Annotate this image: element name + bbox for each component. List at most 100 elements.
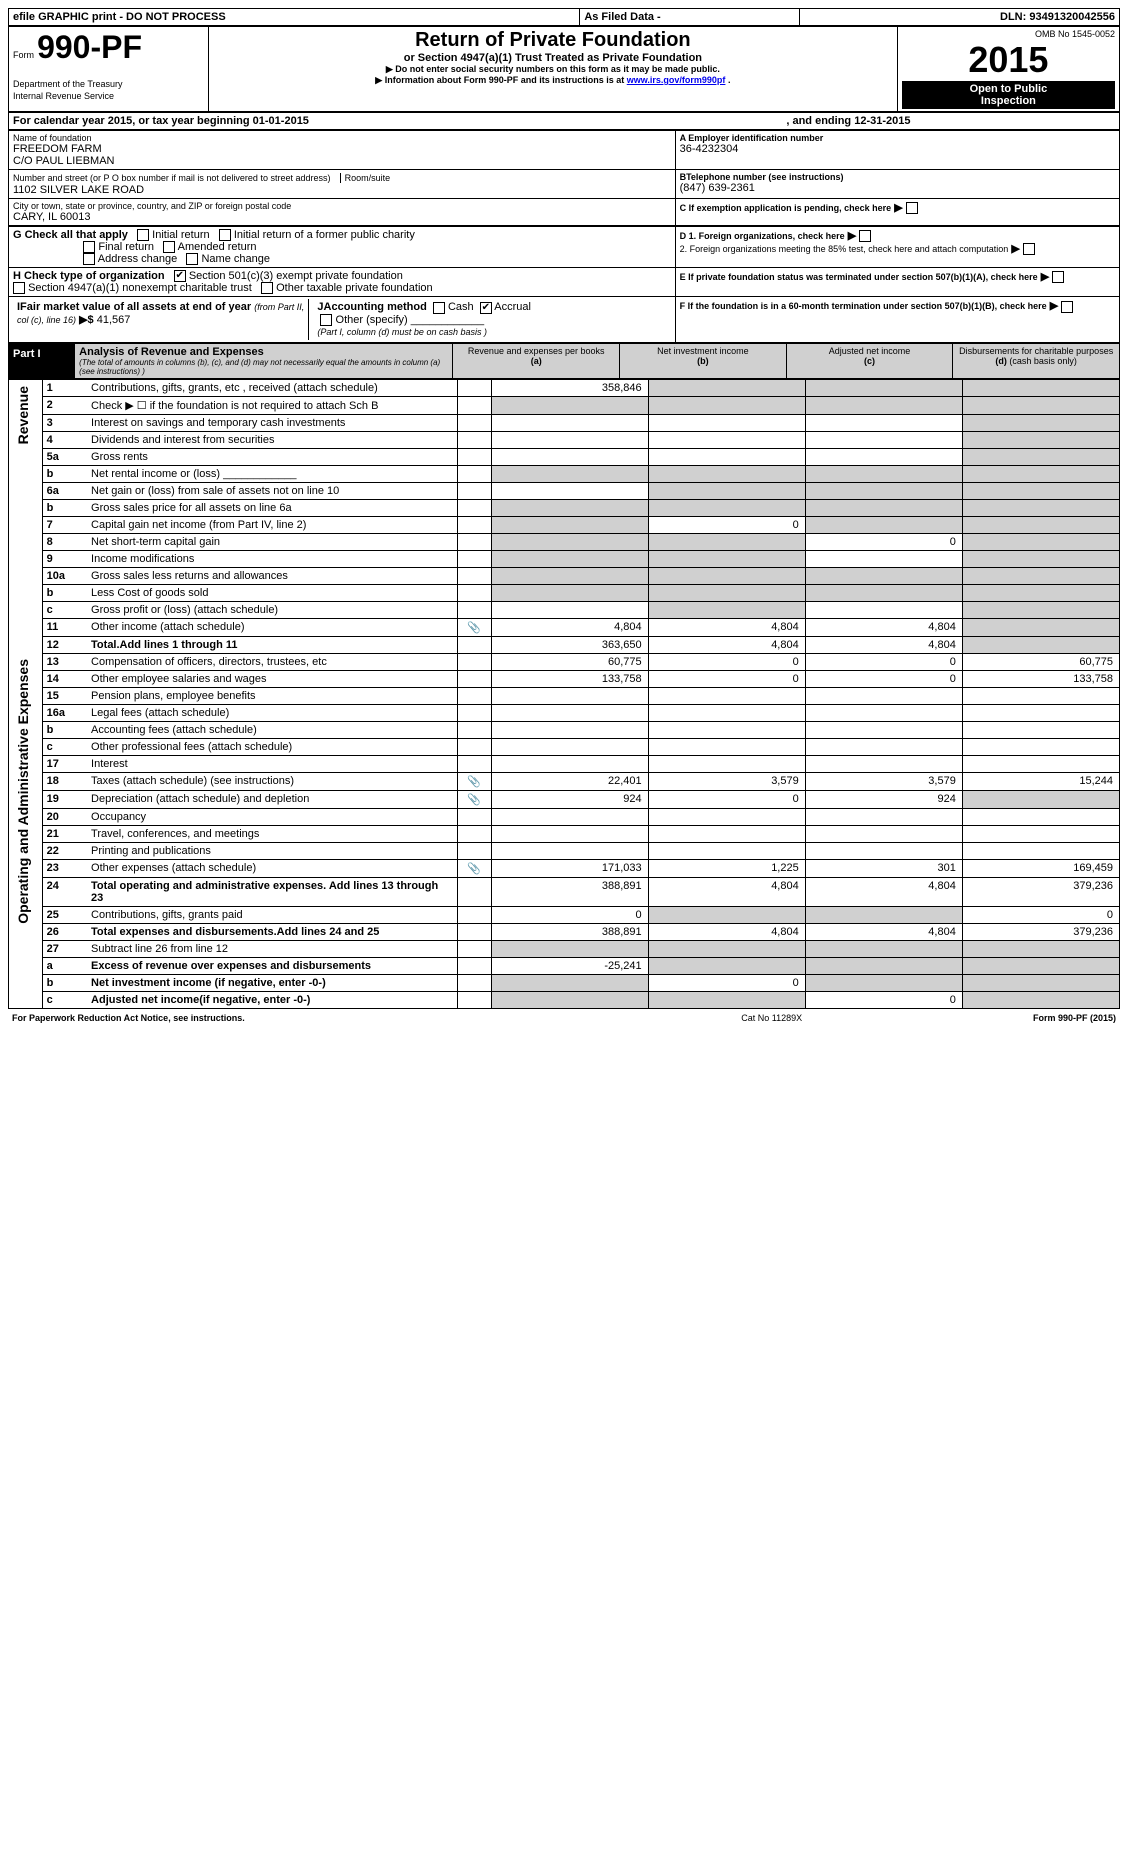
- col-a: [491, 704, 648, 721]
- col-a: [491, 991, 648, 1008]
- d1-cb[interactable]: [859, 230, 871, 242]
- line-label: Total expenses and disbursements.Add lin…: [87, 923, 457, 940]
- line-number: 18: [42, 772, 87, 790]
- col-b: [648, 448, 805, 465]
- g-final-cb[interactable]: [83, 241, 95, 253]
- attach-icon: [457, 974, 491, 991]
- col-b: 1,225: [648, 859, 805, 877]
- col-d: [962, 721, 1119, 738]
- col-c: [805, 704, 962, 721]
- col-d: 15,244: [962, 772, 1119, 790]
- irs-link[interactable]: www.irs.gov/form990pf: [627, 75, 726, 85]
- efile-notice: efile GRAPHIC print - DO NOT PROCESS: [9, 9, 580, 26]
- line-number: 22: [42, 842, 87, 859]
- attach-icon: [457, 567, 491, 584]
- form-header: Form 990-PF Department of the Treasury I…: [8, 26, 1120, 112]
- part1-subtitle: (The total of amounts in columns (b), (c…: [79, 358, 448, 376]
- dept: Department of the Treasury: [13, 79, 123, 89]
- g-addr-cb[interactable]: [83, 253, 95, 265]
- col-a: [491, 482, 648, 499]
- col-b: [648, 721, 805, 738]
- attach-icon: [457, 448, 491, 465]
- form-number: 990-PF: [37, 29, 142, 65]
- col-c: [805, 431, 962, 448]
- g-amended-cb[interactable]: [163, 241, 175, 253]
- page-footer: For Paperwork Reduction Act Notice, see …: [8, 1011, 1120, 1025]
- line-number: c: [42, 601, 87, 618]
- attach-icon[interactable]: 📎: [457, 618, 491, 636]
- col-c: 0: [805, 670, 962, 687]
- col-b: [648, 379, 805, 396]
- part1-header: Part I Analysis of Revenue and Expenses …: [8, 343, 1120, 379]
- attach-icon[interactable]: 📎: [457, 790, 491, 808]
- col-d: [962, 584, 1119, 601]
- attach-icon[interactable]: 📎: [457, 859, 491, 877]
- col-b: [648, 738, 805, 755]
- g-name-cb[interactable]: [186, 253, 198, 265]
- j-accrual-cb[interactable]: ✔: [480, 302, 492, 314]
- col-b: 4,804: [648, 618, 805, 636]
- col-b: [648, 482, 805, 499]
- col-c: [805, 738, 962, 755]
- line-label: Travel, conferences, and meetings: [87, 825, 457, 842]
- street-address: 1102 SILVER LAKE ROAD: [13, 184, 671, 196]
- j-cash-cb[interactable]: [433, 302, 445, 314]
- line-number: a: [42, 957, 87, 974]
- line-number: b: [42, 584, 87, 601]
- line-label: Pension plans, employee benefits: [87, 687, 457, 704]
- section-revenue: Revenue: [13, 382, 33, 448]
- col-c: [805, 465, 962, 482]
- f-cb[interactable]: [1061, 301, 1073, 313]
- c-checkbox[interactable]: [906, 202, 918, 214]
- table-row: 21Travel, conferences, and meetings: [9, 825, 1120, 842]
- identity-block: Name of foundation FREEDOM FARM C/O PAUL…: [8, 130, 1120, 226]
- col-c: [805, 974, 962, 991]
- col-c: 924: [805, 790, 962, 808]
- line-number: 17: [42, 755, 87, 772]
- col-a: [491, 974, 648, 991]
- col-d: [962, 482, 1119, 499]
- attach-icon: [457, 738, 491, 755]
- table-row: 7Capital gain net income (from Part IV, …: [9, 516, 1120, 533]
- attach-icon: [457, 991, 491, 1008]
- col-a: -25,241: [491, 957, 648, 974]
- g-initial-cb[interactable]: [137, 229, 149, 241]
- form-subtitle: or Section 4947(a)(1) Trust Treated as P…: [213, 52, 893, 64]
- line-label: Gross sales price for all assets on line…: [87, 499, 457, 516]
- table-row: 27Subtract line 26 from line 12: [9, 940, 1120, 957]
- line-number: 2: [42, 396, 87, 414]
- col-b: 0: [648, 974, 805, 991]
- col-b: [648, 550, 805, 567]
- line-number: 24: [42, 877, 87, 906]
- h-501c3-cb[interactable]: ✔: [174, 270, 186, 282]
- col-c: 0: [805, 653, 962, 670]
- col-c: 301: [805, 859, 962, 877]
- h-other-cb[interactable]: [261, 282, 273, 294]
- j-other-cb[interactable]: [320, 314, 332, 326]
- line-label: Interest on savings and temporary cash i…: [87, 414, 457, 431]
- col-a: [491, 808, 648, 825]
- col-c: 0: [805, 991, 962, 1008]
- table-row: cGross profit or (loss) (attach schedule…: [9, 601, 1120, 618]
- col-d: [962, 414, 1119, 431]
- g-initial-former-cb[interactable]: [219, 229, 231, 241]
- col-d: [962, 601, 1119, 618]
- col-b: 0: [648, 653, 805, 670]
- d2-cb[interactable]: [1023, 243, 1035, 255]
- attach-icon[interactable]: 📎: [457, 772, 491, 790]
- col-b: [648, 601, 805, 618]
- line-label: Dividends and interest from securities: [87, 431, 457, 448]
- col-b: [648, 687, 805, 704]
- fmv-value: 41,567: [97, 314, 131, 326]
- col-c: [805, 567, 962, 584]
- line-number: 25: [42, 906, 87, 923]
- h-4947-cb[interactable]: [13, 282, 25, 294]
- line-label: Compensation of officers, directors, tru…: [87, 653, 457, 670]
- col-a: 363,650: [491, 636, 648, 653]
- table-row: 10aGross sales less returns and allowanc…: [9, 567, 1120, 584]
- period-end: 12-31-2015: [854, 115, 910, 127]
- line-number: 1: [42, 379, 87, 396]
- e-cb[interactable]: [1052, 271, 1064, 283]
- col-a: 358,846: [491, 379, 648, 396]
- col-b: 3,579: [648, 772, 805, 790]
